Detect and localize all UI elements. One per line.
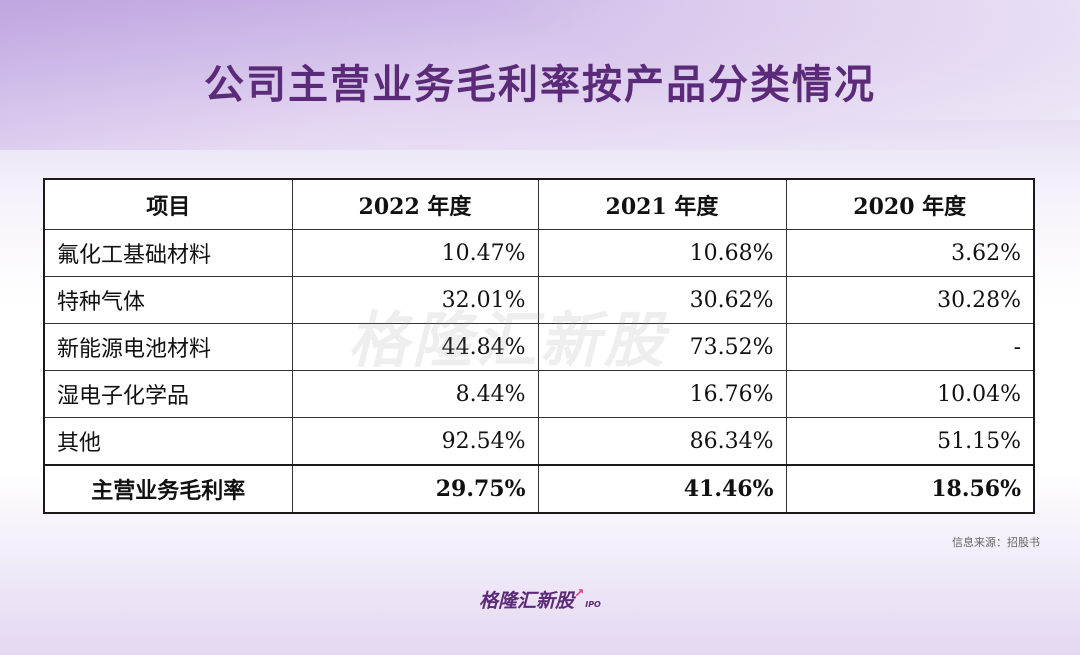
total-2022: 29.75%	[291, 464, 539, 514]
gross-margin-table: 项目 2022 年度 2021 年度 2020 年度 氟化工基础材料 10.47…	[43, 178, 1035, 514]
row-label: 其他	[43, 417, 293, 466]
row-label: 特种气体	[43, 276, 293, 324]
total-2020: 18.56%	[785, 464, 1035, 514]
brand-suffix: IPO	[585, 600, 601, 609]
header-item: 项目	[43, 178, 293, 230]
trend-arrow-icon: ↗	[574, 586, 585, 600]
brand-name: 格隆汇新股	[479, 590, 575, 612]
cell-2021: 16.76%	[537, 370, 787, 418]
table-total-row: 主营业务毛利率 29.75% 41.46% 18.56%	[43, 464, 1035, 514]
cell-2021: 10.68%	[537, 229, 787, 277]
cell-2022: 92.54%	[291, 417, 539, 466]
table-row: 新能源电池材料 44.84% 73.52% -	[43, 323, 1035, 371]
page-title: 公司主营业务毛利率按产品分类情况	[204, 62, 876, 108]
cell-2020: 51.15%	[785, 417, 1035, 466]
cell-2020: 30.28%	[785, 276, 1035, 324]
cell-2021: 30.62%	[537, 276, 787, 324]
table-row: 氟化工基础材料 10.47% 10.68% 3.62%	[43, 229, 1035, 277]
cell-2022: 44.84%	[291, 323, 539, 371]
cell-2022: 10.47%	[291, 229, 539, 277]
cell-2022: 8.44%	[291, 370, 539, 418]
brand-logo: 格隆汇新股↗IPO	[0, 586, 1080, 613]
table-row: 其他 92.54% 86.34% 51.15%	[43, 417, 1035, 466]
total-2021: 41.46%	[537, 464, 787, 514]
gross-margin-table-container: 项目 2022 年度 2021 年度 2020 年度 氟化工基础材料 10.47…	[43, 178, 1035, 514]
cell-2020: -	[785, 323, 1035, 371]
table-row: 特种气体 32.01% 30.62% 30.28%	[43, 276, 1035, 324]
cell-2022: 32.01%	[291, 276, 539, 324]
row-label: 湿电子化学品	[43, 370, 293, 418]
row-label: 新能源电池材料	[43, 323, 293, 371]
cell-2020: 10.04%	[785, 370, 1035, 418]
header-2022: 2022 年度	[291, 178, 539, 230]
header-2021: 2021 年度	[537, 178, 787, 230]
table-header-row: 项目 2022 年度 2021 年度 2020 年度	[43, 178, 1035, 230]
row-label: 氟化工基础材料	[43, 229, 293, 277]
table-row: 湿电子化学品 8.44% 16.76% 10.04%	[43, 370, 1035, 418]
header-2020: 2020 年度	[785, 178, 1035, 230]
cell-2021: 86.34%	[537, 417, 787, 466]
total-label: 主营业务毛利率	[43, 464, 293, 514]
cell-2021: 73.52%	[537, 323, 787, 371]
source-note: 信息来源：招股书	[952, 536, 1040, 549]
cell-2020: 3.62%	[785, 229, 1035, 277]
